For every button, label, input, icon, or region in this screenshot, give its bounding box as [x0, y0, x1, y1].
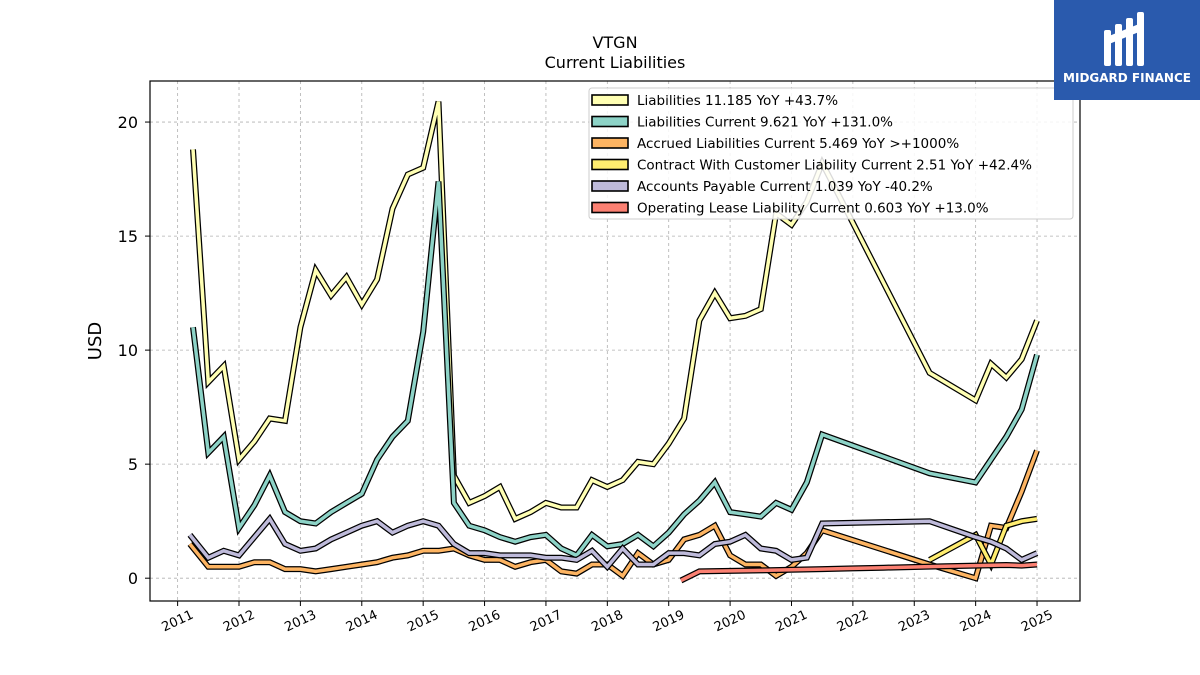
chart-title: VTGN — [592, 33, 637, 52]
logo-mark-icon: MIDGARD FINANCE — [1054, 0, 1200, 100]
x-tick-label: 2012 — [221, 608, 257, 636]
series-stroke — [188, 449, 1039, 581]
x-tick-label: 2014 — [344, 608, 380, 636]
y-tick-label: 20 — [118, 113, 138, 132]
legend-swatch — [591, 94, 629, 106]
series-stroke — [191, 181, 1039, 558]
series-line-6 — [679, 561, 1038, 584]
x-tick-label: 2021 — [774, 608, 810, 636]
x-tick-label: 2011 — [160, 608, 196, 636]
x-tick-label: 2013 — [282, 608, 318, 636]
legend-entry: Contract With Customer Liability Current… — [637, 158, 1032, 174]
x-tick-label: 2016 — [467, 608, 503, 636]
y-axis-label: USD — [85, 322, 106, 360]
series-outline — [190, 181, 1040, 560]
x-tick-label: 2020 — [712, 608, 748, 636]
x-tick-label: 2015 — [405, 608, 441, 636]
x-tick-label: 2025 — [1019, 608, 1055, 636]
legend-swatch — [591, 158, 629, 171]
legend-swatch — [591, 180, 629, 192]
y-tick-label: 5 — [128, 455, 138, 474]
legend-box — [588, 87, 1074, 220]
logo-text: MIDGARD FINANCE — [1063, 71, 1191, 85]
brand-logo: MIDGARD FINANCE — [1054, 0, 1200, 100]
chart-subtitle: Current Liabilities — [545, 53, 686, 72]
legend-swatch — [591, 201, 629, 214]
legend-swatch — [591, 115, 629, 128]
series-line-5 — [187, 513, 1039, 572]
x-tick-label: 2022 — [835, 608, 871, 636]
series-line-3 — [187, 449, 1040, 582]
series-line-2 — [190, 181, 1040, 560]
y-tick-label: 10 — [118, 341, 138, 360]
y-tick-label: 15 — [118, 227, 138, 246]
legend-entry: Liabilities Current 9.621 YoY +131.0% — [637, 115, 893, 131]
x-tick-label: 2019 — [651, 608, 687, 636]
x-tick-label: 2018 — [589, 608, 625, 636]
plot-frame — [149, 80, 1081, 602]
y-tick-label: 0 — [128, 569, 138, 588]
x-tick-label: 2024 — [958, 608, 994, 636]
legend-entry: Accrued Liabilities Current 5.469 YoY >+… — [637, 136, 959, 152]
legend-entry: Accounts Payable Current 1.039 YoY -40.2… — [637, 179, 933, 195]
legend-swatch — [591, 137, 629, 149]
legend-entry: Operating Lease Liability Current 0.603 … — [637, 201, 989, 217]
series-stroke — [680, 562, 1038, 583]
legend: Liabilities 11.185 YoY +43.7% Liabilities… — [588, 87, 1074, 220]
x-tick-label: 2017 — [528, 608, 564, 636]
x-tick-label: 2023 — [896, 608, 932, 636]
legend-entry: Liabilities 11.185 YoY +43.7% — [637, 93, 838, 109]
series-stroke — [188, 515, 1038, 570]
